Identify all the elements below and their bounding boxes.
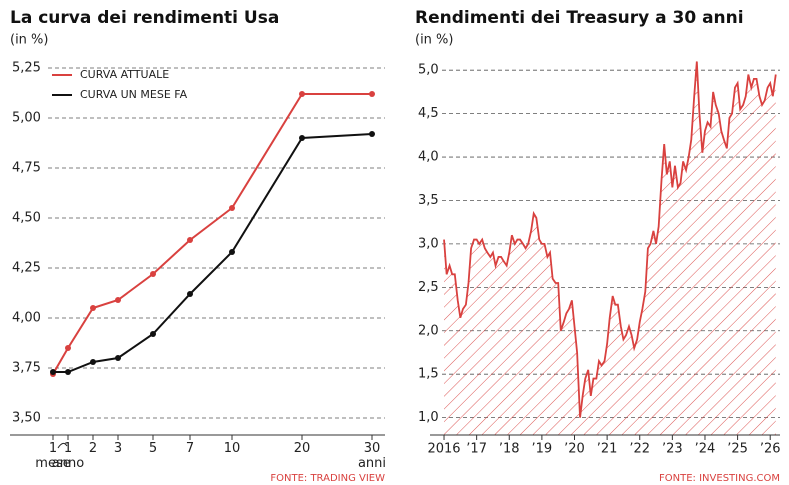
marker [90,305,96,311]
y-tick-label: 2,5 [418,280,439,295]
source: FONTE: INVESTING.COM [659,473,780,484]
marker [50,369,56,375]
x-tick-label: ’24 [695,442,716,457]
x-tick-label: ’26 [760,442,781,457]
x-tick-label: ’25 [727,442,748,457]
chart-subtitle: (in %) [415,33,453,48]
y-tick-label: 4,25 [12,261,41,276]
y-tick-label: 3,0 [418,236,439,251]
chart-title: La curva dei rendimenti Usa [10,8,279,28]
chart-title: Rendimenti dei Treasury a 30 anni [415,8,744,28]
x-tick-label: 5 [148,441,158,456]
source: FONTE: TRADING VIEW [270,473,385,484]
y-tick-label: 3,5 [418,193,439,208]
series-line [53,133,373,373]
marker [150,331,156,337]
marker [90,359,96,365]
marker [299,135,305,141]
y-tick-label: 4,75 [12,161,41,176]
x-tick-label: 1 mese [35,441,71,471]
marker [65,369,71,375]
x-tick-label: 30 anni [357,441,387,471]
x-tick-label: ’23 [662,442,683,457]
x-tick-label: ’21 [597,442,618,457]
marker [115,297,121,303]
marker [229,249,235,255]
marker [115,355,121,361]
marker [369,131,375,137]
marker [65,345,71,351]
y-tick-label: 5,25 [12,61,41,76]
chart-subtitle: (in %) [10,33,48,48]
legend-label: CURVA ATTUALE [80,68,169,81]
arrow [57,442,68,449]
marker [187,291,193,297]
marker [187,237,193,243]
legend-label: CURVA UN MESE FA [80,88,188,101]
y-tick-label: 1,0 [418,410,439,425]
x-tick-label: 1 anno [51,441,85,471]
y-tick-label: 2,0 [418,323,439,338]
y-tick-label: 1,5 [418,367,439,382]
area-fill [444,61,776,435]
x-tick-label: ’22 [629,442,650,457]
x-tick-label: 7 [185,441,195,456]
y-tick-label: 4,50 [12,211,41,226]
y-tick-label: 4,5 [418,106,439,121]
x-tick-label: 2 [88,441,98,456]
series-line [443,61,777,418]
x-tick-label: 20 [293,441,311,456]
marker [299,91,305,97]
y-tick-label: 5,0 [418,63,439,78]
y-tick-label: 4,0 [418,150,439,165]
x-tick-label: ’18 [499,442,520,457]
x-tick-label: 10 [223,441,241,456]
y-tick-label: 5,00 [12,111,41,126]
y-tick-label: 4,00 [12,311,41,326]
marker [150,271,156,277]
x-tick-label: ’20 [564,442,585,457]
x-tick-label: ’17 [466,442,487,457]
marker [369,91,375,97]
y-tick-label: 3,50 [12,411,41,426]
marker [229,205,235,211]
y-tick-label: 3,75 [12,361,41,376]
x-tick-label: ’19 [532,442,553,457]
x-tick-label: 2016 [427,442,460,457]
x-tick-label: 3 [113,441,123,456]
